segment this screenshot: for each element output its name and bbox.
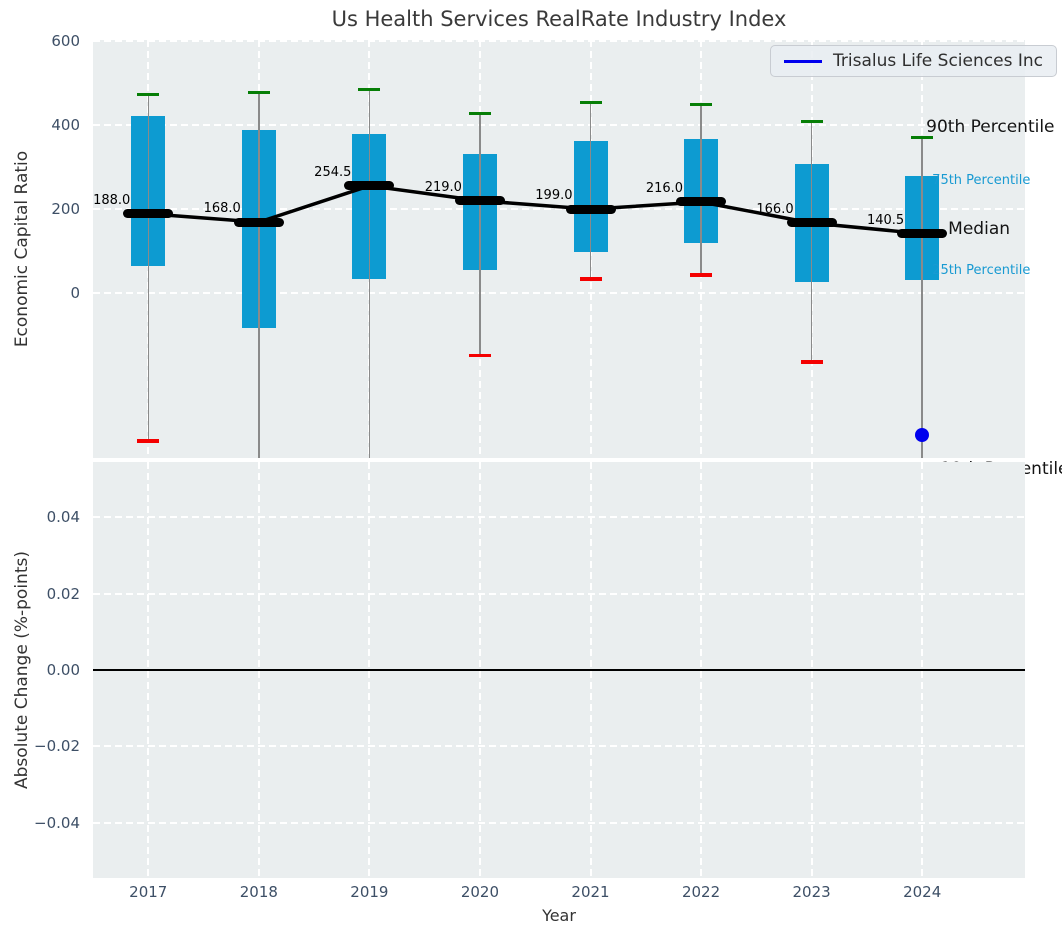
- p90-cap-2017: [137, 93, 160, 97]
- p90-cap-2022: [690, 103, 713, 107]
- median-marker-2017: [123, 209, 174, 219]
- top-ytick-200: 200: [51, 199, 80, 218]
- gridline-h: [93, 745, 1025, 748]
- median-value-2022: 216.0: [645, 180, 684, 196]
- whisker-2018: [258, 92, 260, 458]
- p10-cap-2022: [690, 273, 713, 277]
- whisker-2020: [479, 113, 481, 356]
- xtick-2021: 2021: [571, 883, 610, 901]
- median-marker-2019: [344, 181, 395, 191]
- xtick-2020: 2020: [460, 883, 500, 901]
- company-data-point: [915, 428, 930, 443]
- p10-cap-2023: [800, 360, 823, 364]
- p90-cap-2021: [579, 101, 602, 105]
- median-marker-2023: [786, 218, 837, 228]
- median-marker-2022: [676, 197, 727, 207]
- top-ytick-0: 0: [70, 283, 80, 302]
- p90-cap-2024: [911, 136, 934, 140]
- p10-cap-2020: [468, 353, 491, 358]
- top-plot-area: 188.0 168.0 254.5 219.0 199.0 216.0 166.0 140.5: [93, 39, 1025, 458]
- median-marker-2020: [454, 196, 505, 206]
- annotation-median: Median: [948, 219, 1011, 240]
- gridline-h: [93, 123, 1025, 126]
- gridline-h: [93, 291, 1025, 294]
- median-value-2020: 219.0: [424, 179, 462, 195]
- p10-cap-2021: [579, 277, 602, 281]
- whisker-2024: [921, 137, 923, 458]
- gridline-h: [93, 592, 1025, 595]
- annotation-25th-percentile: 25th Percentile: [932, 263, 1031, 279]
- p90-cap-2019: [358, 88, 381, 92]
- median-marker-2018: [233, 217, 284, 227]
- bottom-plot-area: [93, 462, 1025, 878]
- median-value-2019: 254.5: [314, 164, 352, 180]
- median-value-2024: 140.5: [866, 212, 905, 228]
- median-value-2018: 168.0: [203, 201, 241, 217]
- xtick-2022: 2022: [681, 883, 721, 901]
- median-marker-2021: [565, 204, 616, 214]
- whisker-2017: [147, 94, 149, 441]
- legend: Trisalus Life Sciences Inc: [770, 45, 1057, 77]
- legend-line-sample: [784, 59, 822, 63]
- p90-cap-2020: [468, 111, 491, 115]
- bottom-ytick-−0.02: −0.02: [34, 737, 80, 756]
- xtick-2017: 2017: [129, 883, 168, 901]
- median-value-2017: 188.0: [93, 192, 131, 208]
- xtick-2024: 2024: [903, 883, 942, 901]
- whisker-2019: [368, 89, 371, 458]
- gridline-h: [93, 39, 1025, 42]
- chart-title: Us Health Services RealRate Industry Ind…: [331, 7, 787, 31]
- bottom-ytick-−0.04: −0.04: [34, 813, 80, 832]
- xtick-2019: 2019: [350, 883, 389, 901]
- top-ytick-400: 400: [51, 115, 80, 134]
- zero-line: [93, 669, 1025, 671]
- whisker-2021: [589, 102, 592, 279]
- bottom-ytick-0.00: 0.00: [46, 661, 80, 679]
- x-axis-label: Year: [542, 906, 576, 925]
- xtick-2018: 2018: [239, 883, 278, 901]
- gridline-h: [93, 821, 1025, 824]
- gridline-h: [93, 516, 1025, 519]
- bottom-ytick-0.02: 0.02: [46, 584, 80, 603]
- annotation-90th-percentile: 90th Percentile: [926, 116, 1055, 137]
- gridline-h: [93, 207, 1025, 210]
- median-value-2023: 166.0: [756, 201, 794, 217]
- p10-cap-2017: [137, 439, 160, 443]
- bottom-ytick-0.04: 0.04: [46, 508, 80, 527]
- top-ytick-600: 600: [51, 31, 80, 50]
- xtick-2023: 2023: [792, 883, 831, 901]
- legend-entry-label: Trisalus Life Sciences Inc: [833, 51, 1043, 71]
- whisker-2022: [700, 104, 702, 275]
- whisker-2023: [810, 121, 813, 362]
- annotation-75th-percentile: 75th Percentile: [932, 172, 1031, 188]
- p90-cap-2018: [247, 90, 270, 94]
- median-marker-2024: [897, 229, 948, 239]
- median-value-2021: 199.0: [535, 188, 573, 204]
- p90-cap-2023: [800, 120, 823, 124]
